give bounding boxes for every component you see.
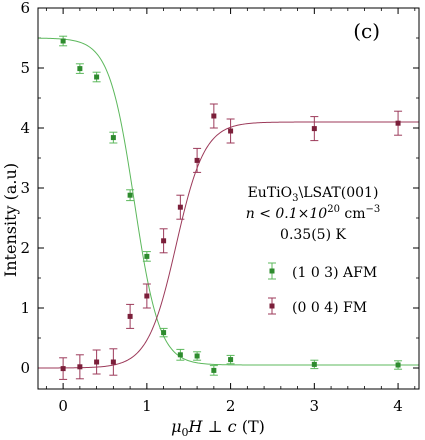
data-point-s0-2: [92, 71, 101, 83]
legend-marker-afm: [268, 262, 276, 280]
data-point-s1-3: [109, 348, 118, 376]
y-tick-label: 0: [20, 359, 30, 377]
x-tick-label: 4: [393, 397, 403, 415]
data-marker: [194, 353, 200, 359]
y-tick-label: 2: [20, 239, 30, 257]
data-point-s0-4: [126, 189, 135, 202]
data-marker: [395, 120, 401, 126]
data-point-s0-1: [75, 63, 84, 74]
data-point-s0-7: [176, 348, 185, 361]
fit-curve-1: [37, 121, 419, 369]
data-point-s0-10: [226, 354, 235, 365]
data-point-s0-6: [159, 327, 168, 338]
data-marker: [161, 238, 167, 244]
data-point-s1-1: [75, 354, 84, 380]
y-tick-label: 4: [20, 119, 30, 137]
legend-label-fm: (0 0 4) FM: [292, 300, 367, 316]
tick-labels: 0 1 2 3 4 0 1 2 3 4 5 6: [20, 0, 402, 415]
plot-frame: [37, 7, 420, 390]
data-point-s1-12: [394, 110, 403, 136]
x-tick-label: 3: [310, 397, 320, 415]
x-tick-label: 2: [226, 397, 236, 415]
data-marker: [228, 357, 234, 363]
data-marker: [395, 362, 401, 368]
data-marker: [177, 204, 183, 210]
y-tick-label: 5: [20, 59, 30, 77]
data-point-s0-5: [142, 251, 151, 262]
data-marker: [77, 66, 83, 72]
fit-curves: [37, 37, 419, 369]
data-marker: [228, 128, 234, 134]
data-point-s1-4: [126, 303, 135, 329]
data-marker: [211, 113, 217, 119]
legend-square: [269, 303, 275, 309]
data-marker: [60, 38, 66, 44]
legend: (1 0 3) AFM (0 0 4) FM: [268, 262, 377, 316]
x-axis-title: μ0H ⊥ c (T): [171, 417, 265, 439]
data-marker: [211, 367, 217, 373]
x-tick-label: 0: [58, 397, 68, 415]
data-marker: [161, 330, 167, 336]
data-point-s1-11: [310, 116, 319, 142]
y-tick-label: 6: [20, 0, 30, 17]
panel-label: (c): [353, 19, 380, 43]
x-tick-label: 1: [142, 397, 152, 415]
data-point-s1-0: [59, 357, 68, 380]
data-point-s1-10: [226, 118, 235, 144]
annotation-temperature: 0.35(5) K: [280, 227, 346, 243]
data-point-s0-12: [394, 360, 403, 370]
data-point-s0-9: [209, 365, 218, 376]
annotation-block: EuTiO3\LSAT(001) n < 0.1×1020 cm−3 0.35(…: [246, 185, 381, 243]
data-marker: [127, 192, 133, 198]
data-marker: [110, 359, 116, 365]
data-marker: [60, 366, 66, 372]
legend-entry-fm: (0 0 4) FM: [268, 297, 367, 316]
data-point-s1-6: [159, 228, 168, 254]
annotation-sample: EuTiO3\LSAT(001): [248, 185, 379, 204]
data-marker: [311, 126, 317, 132]
data-marker: [194, 157, 200, 163]
legend-label-afm: (1 0 3) AFM: [292, 265, 377, 281]
data-marker: [127, 313, 133, 319]
y-axis-title: Intensity (a.u): [1, 163, 20, 277]
data-point-s1-8: [193, 147, 202, 173]
data-marker: [144, 293, 150, 299]
legend-entry-afm: (1 0 3) AFM: [268, 262, 377, 281]
data-point-s0-11: [310, 359, 319, 370]
data-marker: [77, 364, 83, 370]
data-point-s1-9: [209, 103, 218, 129]
data-marker: [110, 135, 116, 141]
annotation-density: n < 0.1×1020 cm−3: [246, 204, 381, 222]
y-tick-label: 3: [20, 179, 30, 197]
data-marker: [177, 352, 183, 358]
data-marker: [311, 361, 317, 367]
data-point-s1-2: [92, 349, 101, 375]
y-tick-label: 1: [20, 299, 30, 317]
data-point-s0-0: [59, 35, 68, 47]
data-marker: [144, 253, 150, 259]
data-points: [59, 35, 403, 380]
legend-square: [269, 268, 275, 274]
legend-marker-fm: [268, 297, 276, 315]
fit-curve-0: [37, 37, 419, 366]
data-marker: [94, 359, 100, 365]
data-point-s0-3: [109, 131, 118, 144]
data-point-s1-7: [176, 194, 185, 220]
data-marker: [94, 74, 100, 80]
data-point-s1-5: [142, 283, 151, 309]
data-point-s0-8: [193, 351, 202, 361]
